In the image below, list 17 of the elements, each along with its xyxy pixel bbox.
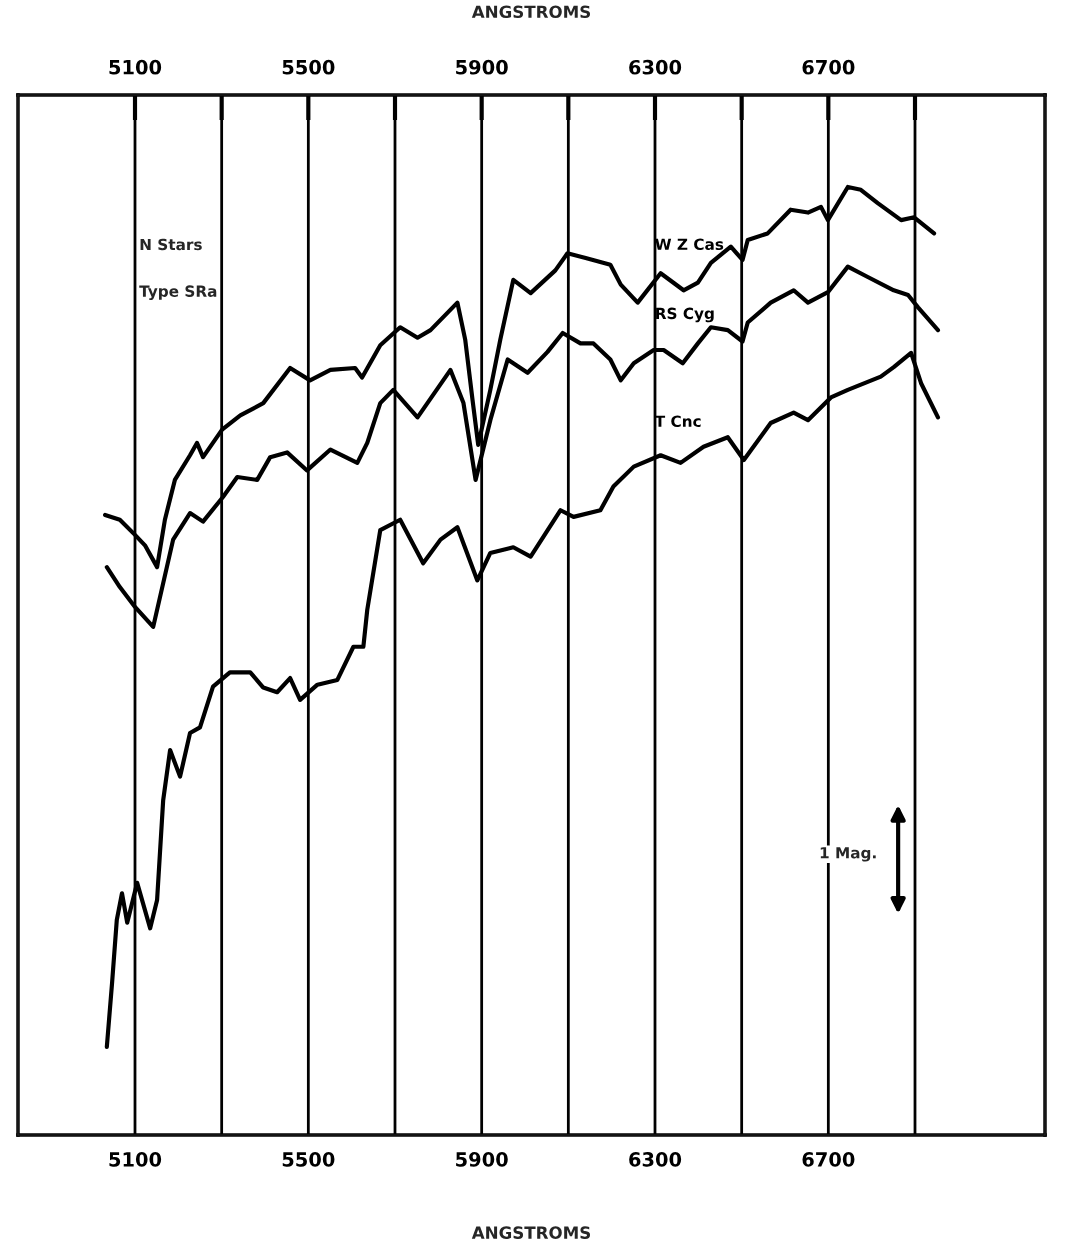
annotation: 1 Mag.: [820, 847, 876, 862]
x-axis-title: ANGSTROMS: [471, 1226, 591, 1239]
series-label: RS Cyg: [656, 307, 714, 323]
x2-tick-label: 6300: [629, 59, 682, 75]
x2-tick-label: 5500: [282, 59, 335, 75]
x-tick-label: 6700: [802, 1152, 855, 1167]
x2-axis-title: ANGSTROMS: [471, 5, 591, 19]
x-tick-label: 5500: [282, 1152, 335, 1167]
x2-tick-label: 5100: [109, 59, 162, 75]
series-label: W Z Cas: [655, 238, 724, 251]
x-tick-label: 6300: [629, 1152, 682, 1167]
annotation: N Stars: [140, 238, 202, 251]
x2-tick-label: 5900: [456, 59, 508, 75]
annotation: Type SRa: [139, 285, 217, 300]
x2-tick-label: 6700: [802, 59, 855, 75]
x-tick-label: 5900: [456, 1152, 508, 1167]
x-tick-label: 5100: [109, 1152, 162, 1167]
